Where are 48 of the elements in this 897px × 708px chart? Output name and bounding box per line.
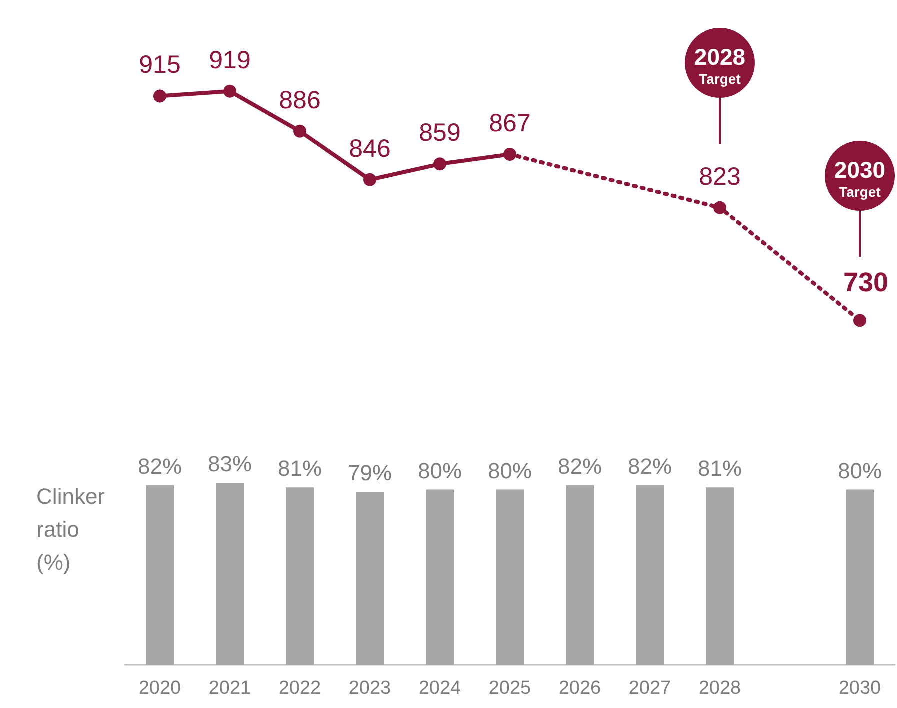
point xyxy=(224,84,236,98)
x-tick-label: 2026 xyxy=(558,678,602,699)
data-label: 80% xyxy=(418,458,462,484)
data-label: 82% xyxy=(558,454,602,479)
data-label: 83% xyxy=(208,452,252,477)
point xyxy=(364,173,376,186)
bar xyxy=(496,490,524,665)
data-label: 915 xyxy=(139,51,181,80)
bar xyxy=(286,488,314,665)
data-label: 80% xyxy=(838,458,882,484)
x-tick-label: 2024 xyxy=(418,678,462,699)
point xyxy=(714,201,726,214)
data-label: 823 xyxy=(699,162,741,191)
data-label: 867 xyxy=(489,109,531,138)
annotation: 2030 Target xyxy=(834,156,886,200)
x-tick-label: 2020 xyxy=(138,678,182,699)
bar xyxy=(636,485,664,665)
data-label: 82% xyxy=(138,454,182,479)
x-tick-label: 2030 xyxy=(838,678,882,699)
x-tick-label: 2027 xyxy=(628,678,672,699)
bar xyxy=(846,490,874,665)
bar xyxy=(426,490,454,665)
x-tick-label: 2021 xyxy=(208,678,252,699)
data-label: 730 xyxy=(843,268,889,298)
bar xyxy=(146,485,174,665)
bar xyxy=(706,488,734,665)
point xyxy=(154,90,166,103)
y-axis-title: Clinker ratio (%) xyxy=(36,484,106,575)
data-label: 886 xyxy=(279,86,321,114)
x-tick-label: 2023 xyxy=(348,678,392,699)
point xyxy=(854,314,866,328)
bar xyxy=(566,485,594,665)
x-tick-label: 2022 xyxy=(278,678,322,699)
bar xyxy=(356,492,384,665)
data-label: 919 xyxy=(209,46,251,74)
data-label: 80% xyxy=(488,458,532,484)
data-label: 859 xyxy=(419,119,461,148)
data-label: 81% xyxy=(698,456,742,482)
x-tick-label: 2025 xyxy=(488,678,532,699)
point xyxy=(434,158,446,171)
data-label: 79% xyxy=(348,460,392,486)
data-label: 81% xyxy=(278,456,322,482)
point xyxy=(504,148,516,161)
data-label: 846 xyxy=(349,134,391,163)
bar xyxy=(216,483,244,665)
x-tick-label: 2028 xyxy=(698,678,742,699)
point xyxy=(294,124,306,138)
data-label: 82% xyxy=(628,454,672,479)
